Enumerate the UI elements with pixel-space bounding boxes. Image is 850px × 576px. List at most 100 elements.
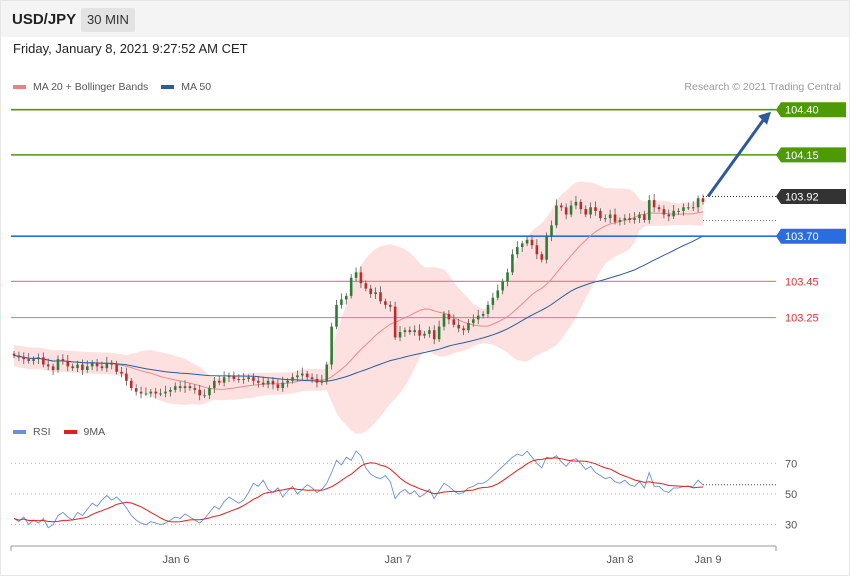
- candle-body: [305, 373, 309, 378]
- candle-body: [550, 225, 553, 237]
- price-levels-layer: [11, 108, 846, 319]
- candle-body: [599, 210, 602, 219]
- candle-body: [691, 207, 695, 209]
- candle-body: [159, 393, 162, 395]
- candle-body: [222, 377, 226, 383]
- candle-body: [520, 243, 524, 248]
- candle-body: [491, 297, 495, 305]
- candle-body: [217, 380, 221, 383]
- x-tick-label: Jan 7: [385, 554, 412, 566]
- legend-item-bollinger: MA 20 + Bollinger Bands: [13, 81, 148, 93]
- candle-body: [12, 353, 16, 356]
- candle-body: [46, 364, 50, 367]
- candle-body: [85, 366, 89, 370]
- candle-body: [37, 357, 40, 360]
- candle-body: [320, 380, 324, 383]
- candle-body: [423, 333, 426, 336]
- candle-body: [325, 364, 329, 381]
- candle-body: [276, 384, 280, 389]
- candle-body: [569, 205, 573, 215]
- time-axis: Jan 6 Jan 7 Jan 8 Jan 9: [10, 545, 777, 566]
- ma50-line: [13, 235, 704, 382]
- candle-body: [540, 254, 544, 260]
- candle-body: [271, 380, 275, 385]
- price-tag-104.40: 104.40: [785, 105, 819, 117]
- price-tags-layer: 104.40 104.15 103.92 103.70 103.45 103.25: [776, 102, 846, 325]
- candle-body: [657, 207, 661, 210]
- candle-body: [388, 304, 392, 307]
- candle-body: [633, 218, 636, 220]
- timeframe-badge[interactable]: 30 MIN: [81, 8, 135, 32]
- candle-body: [315, 379, 319, 383]
- bollinger-band-fill: [14, 181, 703, 434]
- candle-body: [481, 313, 485, 316]
- candle-body: [506, 272, 509, 282]
- candle-body: [486, 304, 490, 314]
- candle-body: [501, 281, 504, 291]
- candle-body: [408, 330, 412, 333]
- candle-body: [100, 366, 104, 369]
- candle-body: [115, 364, 118, 372]
- candle-body: [496, 290, 500, 298]
- candle-body: [17, 355, 21, 358]
- candle-body: [369, 288, 373, 295]
- candle-body: [125, 373, 128, 381]
- candle-body: [574, 201, 578, 206]
- rsi-ma-swatch: [63, 430, 77, 434]
- candle-body: [335, 304, 338, 327]
- candle-body: [232, 375, 236, 380]
- candle-body: [110, 362, 114, 365]
- candle-body: [66, 360, 70, 367]
- candle-body: [354, 272, 358, 278]
- candle-body: [516, 247, 519, 255]
- price-tag-103.70: 103.70: [785, 231, 819, 243]
- legend-item-9ma: 9MA: [63, 426, 105, 438]
- candle-body: [95, 362, 99, 367]
- bollinger-swatch: [13, 85, 26, 89]
- candle-body: [393, 306, 397, 338]
- candle-body: [535, 245, 539, 255]
- candle-body: [530, 239, 534, 246]
- candle-body: [344, 295, 348, 300]
- candle-body: [330, 326, 333, 365]
- candle-body: [457, 324, 460, 329]
- level-label-103.25: 103.25: [785, 313, 819, 325]
- candle-body: [628, 218, 632, 220]
- rsi-tick-label: 50: [785, 489, 797, 501]
- x-tick-label: Jan 9: [695, 554, 722, 566]
- legend-item-rsi: RSI: [13, 426, 51, 438]
- candle-body: [472, 319, 475, 323]
- candle-body: [193, 388, 197, 390]
- candle-body: [134, 388, 138, 392]
- candle-body: [525, 239, 529, 244]
- candle-body: [696, 198, 700, 208]
- price-tag-bg-104.15: [776, 147, 846, 163]
- candle-body: [105, 362, 109, 369]
- candle-body: [178, 386, 182, 389]
- candle-body: [662, 209, 666, 215]
- legend-item-ma50: MA 50: [161, 81, 211, 93]
- target-arrow-head: [758, 111, 771, 125]
- candle-body: [286, 380, 289, 383]
- candle-body: [227, 375, 231, 378]
- candle-body: [296, 375, 299, 378]
- candle-body: [81, 364, 84, 370]
- candle-body: [32, 359, 35, 361]
- candle-body: [42, 357, 45, 365]
- candle-body: [579, 201, 583, 210]
- candle-body: [139, 391, 143, 394]
- candle-body: [213, 380, 216, 389]
- price-tag-bg-104.40: [776, 102, 846, 118]
- candle-body: [169, 389, 172, 392]
- candle-body: [667, 214, 671, 217]
- x-tick-label: Jan 8: [607, 554, 634, 566]
- candle-body: [638, 214, 641, 219]
- rsi-tick-label: 30: [785, 520, 797, 532]
- candle-body: [398, 332, 402, 338]
- symbol-title: USD/JPY: [12, 11, 77, 28]
- candle-body: [384, 301, 387, 305]
- rsi-tick-label: 70: [785, 458, 797, 470]
- candle-body: [173, 386, 177, 390]
- candle-body: [701, 198, 705, 202]
